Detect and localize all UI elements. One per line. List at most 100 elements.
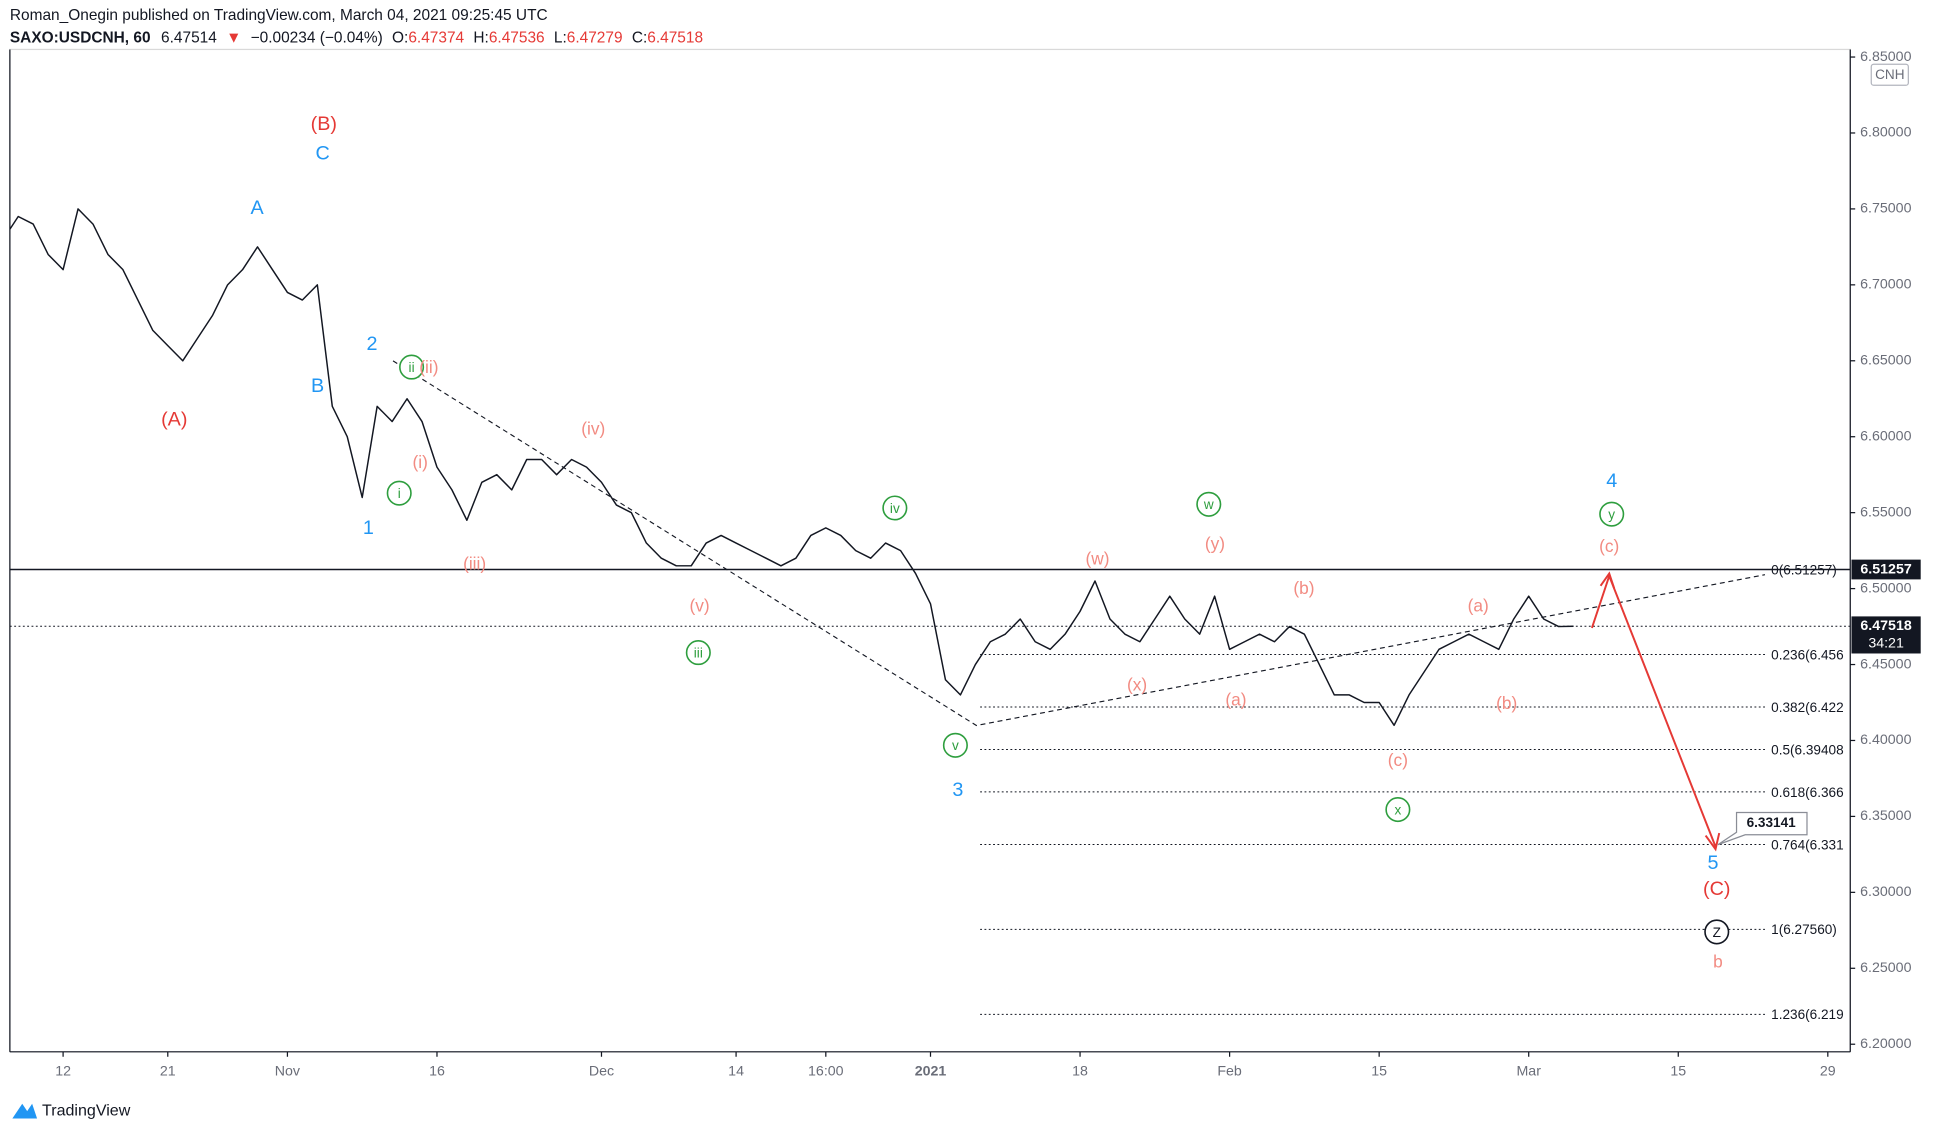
logo-icon	[12, 1103, 38, 1119]
x-tick-label: 15	[1371, 1063, 1387, 1079]
y-tick-label: 6.65000	[1860, 353, 1911, 369]
close: 6.47518	[647, 29, 703, 46]
wave-circle	[942, 732, 968, 758]
open-label: O:	[392, 29, 408, 46]
wave-label: (iii)	[463, 553, 486, 573]
arrow: ▼	[226, 29, 241, 46]
y-tick-label: 6.85000	[1860, 49, 1911, 65]
close-label: C:	[632, 29, 647, 46]
trendline	[392, 360, 1766, 727]
wave-circle	[1196, 491, 1222, 517]
wave-label: 5	[1708, 852, 1719, 874]
y-tick-label: 6.35000	[1860, 808, 1911, 824]
price-tag	[1851, 559, 1921, 580]
x-tick-label: 16:00	[808, 1063, 844, 1079]
open: 6.47374	[408, 29, 464, 46]
fib-label: 0.236(6.456	[1771, 647, 1843, 662]
published: Roman_Onegin published on TradingView.co…	[10, 7, 548, 24]
wave-label: b	[1713, 951, 1723, 971]
fib-label: 0.764(6.331	[1771, 837, 1843, 852]
wave-label: v	[952, 738, 959, 753]
y-tick-label: 6.80000	[1860, 125, 1911, 141]
y-tick-label: 6.75000	[1860, 201, 1911, 217]
x-tick-label: Nov	[275, 1063, 301, 1079]
currency: CNH	[1875, 67, 1904, 82]
wave-label: (iv)	[581, 419, 605, 439]
fib-label: 0.618(6.366	[1771, 785, 1843, 800]
footer-logo: TradingView	[12, 1101, 131, 1119]
legend-line: SAXO:USDCNH, 60 6.47514 ▼ −0.00234 (−0.0…	[10, 29, 703, 46]
change: −0.00234 (−0.04%)	[251, 29, 383, 46]
wave-label: (x)	[1127, 675, 1147, 695]
price-tag-label: 6.47518	[1860, 618, 1911, 634]
x-tick-label: 14	[728, 1063, 744, 1079]
x-tick-label: 18	[1072, 1063, 1088, 1079]
fib-label: 1(6.27560)	[1771, 922, 1837, 937]
x-tick-label: Mar	[1516, 1063, 1541, 1079]
wave-label: (b)	[1496, 693, 1517, 713]
wave-label: iv	[890, 501, 900, 516]
wave-label: (w)	[1086, 548, 1110, 568]
y-tick-label: 6.30000	[1860, 884, 1911, 900]
price-line-series	[9, 208, 1574, 727]
wave-circle	[685, 640, 711, 666]
wave-circle	[1599, 501, 1625, 527]
wave-label: i	[398, 486, 401, 501]
x-tick-label: 12	[55, 1063, 71, 1079]
wave-label: (C)	[1703, 878, 1730, 900]
fib-label: 0.382(6.422	[1771, 700, 1843, 715]
x-tick-label: Dec	[589, 1063, 614, 1079]
wave-label: y	[1608, 507, 1615, 522]
wave-label: 2	[367, 333, 378, 355]
wave-circle	[882, 495, 908, 521]
wave-circle	[1704, 919, 1730, 945]
wave-label: (v)	[689, 595, 709, 615]
symbol-info: SAXO:USDCNH, 60 6.47514 ▼ −0.00234 (−0.0…	[10, 29, 703, 46]
x-tick-label: 2021	[915, 1063, 947, 1079]
wave-circle	[1385, 797, 1411, 823]
fib-label: 0.5(6.39408	[1771, 742, 1843, 757]
wave-label: C	[315, 143, 329, 165]
wave-label: 3	[952, 779, 963, 801]
countdown: 34:21	[1868, 635, 1904, 651]
wave-label: (i)	[413, 452, 428, 472]
high: 6.47536	[489, 29, 545, 46]
x-tick-label: 15	[1670, 1063, 1686, 1079]
wave-label: (A)	[161, 408, 187, 430]
wave-label: (y)	[1205, 534, 1225, 554]
y-tick-label: 6.25000	[1860, 960, 1911, 976]
arrow-head	[1704, 832, 1721, 852]
wave-label: 4	[1606, 470, 1617, 492]
wave-circle	[399, 354, 425, 380]
fib-group: 0(6.51257)0.236(6.4560.382(6.4220.5(6.39…	[980, 562, 1844, 1022]
target-label: 6.33141	[1747, 815, 1797, 830]
y-tick-label: 6.55000	[1860, 504, 1911, 520]
y-tick-label: 6.50000	[1860, 580, 1911, 596]
x-tick-label: 21	[160, 1063, 176, 1079]
wave-label: B	[311, 375, 324, 397]
x-tick-label: 16	[429, 1063, 445, 1079]
last: 6.47514	[161, 29, 217, 46]
wave-label: ii	[409, 360, 415, 375]
wave-label: x	[1394, 802, 1401, 817]
wave-label: (c)	[1388, 750, 1408, 770]
footer: TradingView	[42, 1101, 131, 1119]
symbol: SAXO:USDCNH, 60	[10, 29, 151, 46]
wave-label: (B)	[311, 113, 337, 135]
wave-label: (b)	[1293, 578, 1314, 598]
wave-label: iii	[694, 645, 703, 660]
low-label: L:	[554, 29, 567, 46]
x-tick-label: Feb	[1217, 1063, 1242, 1079]
plot-area: 0(6.51257)0.236(6.4560.382(6.4220.5(6.39…	[9, 208, 1851, 1022]
y-tick-label: 6.60000	[1860, 428, 1911, 444]
wave-label: (a)	[1225, 689, 1246, 709]
y-tick-label: 6.45000	[1860, 656, 1911, 672]
wave-label: A	[250, 197, 264, 219]
y-tick-label: 6.40000	[1860, 732, 1911, 748]
wave-label: (a)	[1468, 595, 1489, 615]
wave-label: Z	[1713, 925, 1721, 940]
wave-circle	[386, 480, 412, 506]
